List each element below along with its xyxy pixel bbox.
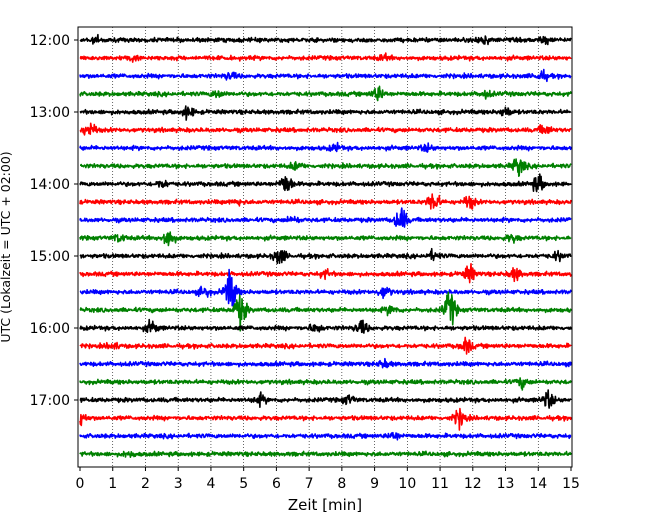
x-tick-label: 14: [529, 476, 547, 492]
seismic-trace: [79, 173, 572, 193]
x-tick-label: 15: [562, 476, 580, 492]
x-tick-label: 2: [141, 476, 150, 492]
y-axis: 12:00 13:00 14:00 15:00 16:00 17:00: [30, 33, 78, 409]
seismic-trace: [79, 141, 572, 153]
seismic-trace: [79, 318, 572, 334]
seismic-trace: [79, 207, 572, 228]
x-tick-label: 9: [370, 476, 379, 492]
seismic-trace: [79, 377, 572, 391]
seismic-trace: [79, 193, 572, 210]
x-tick-label: 7: [305, 476, 314, 492]
x-tick-label: 3: [174, 476, 183, 492]
seismic-trace: [79, 389, 572, 409]
x-tick-label: 8: [337, 476, 346, 492]
seismic-trace: [79, 85, 572, 102]
seismic-trace: [79, 268, 572, 307]
seismic-trace: [79, 450, 572, 458]
seismic-trace: [79, 52, 572, 63]
y-tick-label: 13:00: [30, 105, 70, 121]
x-tick-label: 0: [76, 476, 85, 492]
seismic-trace: [79, 247, 572, 265]
x-tick-label: 4: [206, 476, 215, 492]
seismic-trace: [79, 431, 572, 441]
seismic-trace: [79, 33, 572, 46]
x-tick-label: 11: [431, 476, 449, 492]
seismic-trace: [79, 231, 572, 247]
x-axis-label: Zeit [min]: [288, 496, 362, 514]
x-tick-label: 6: [272, 476, 281, 492]
x-tick-label: 5: [239, 476, 248, 492]
plot-frame: [77, 26, 573, 468]
trace-group: [79, 33, 572, 458]
x-tick-label: 1: [108, 476, 117, 492]
y-tick-label: 12:00: [30, 33, 70, 49]
seismic-trace: [79, 263, 572, 284]
y-axis-label: UTC (Lokalzeit = UTC + 02:00): [0, 151, 13, 342]
grid-lines: [112, 27, 539, 467]
y-tick-label: 14:00: [30, 177, 70, 193]
seismic-trace: [79, 158, 572, 177]
seismic-trace: [79, 122, 572, 136]
seismic-trace: [79, 407, 572, 431]
seismic-trace: [79, 291, 572, 332]
y-tick-label: 17:00: [30, 393, 70, 409]
y-tick-label: 15:00: [30, 249, 70, 265]
x-axis: 0 1 2 3 4 5 6 7 8 9 10 11 12 13 14 15: [76, 467, 580, 492]
y-tick-label: 16:00: [30, 321, 70, 337]
seismic-trace: [79, 336, 572, 355]
seismic-trace: [79, 357, 572, 369]
x-tick-label: 12: [464, 476, 482, 492]
seismic-trace: [79, 105, 572, 121]
x-tick-label: 13: [497, 476, 515, 492]
x-tick-label: 10: [398, 476, 416, 492]
seismic-trace: [79, 68, 572, 83]
